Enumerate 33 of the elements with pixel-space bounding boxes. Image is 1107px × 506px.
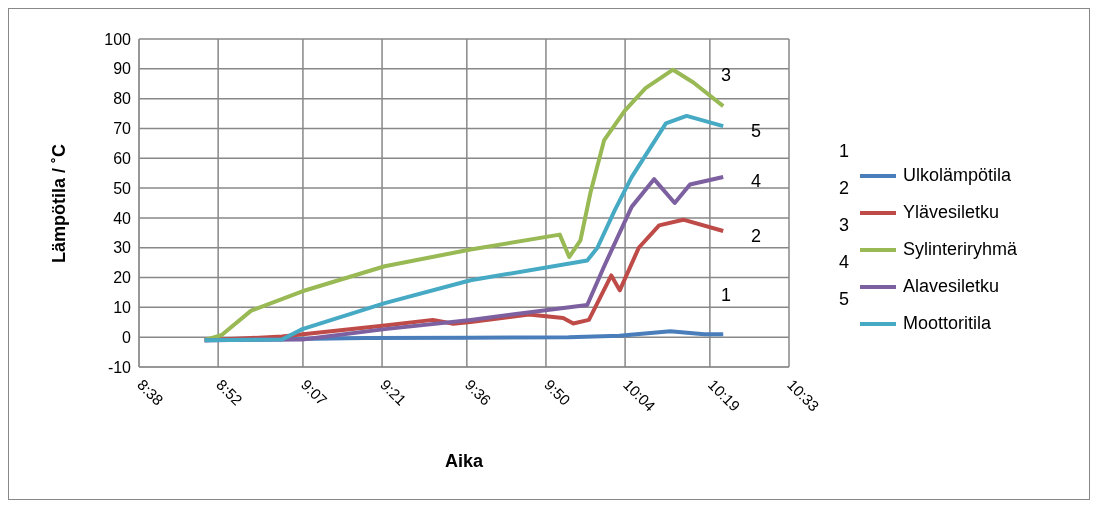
y-tick-label: 80 (113, 90, 132, 108)
legend-label: Sylinteriryhmä (903, 239, 1018, 260)
text: 2 (839, 177, 850, 200)
y-tick-label: 0 (122, 328, 132, 346)
y-tick-label: 90 (113, 60, 132, 78)
y-tick-label: 60 (113, 149, 132, 167)
text: 3 (839, 214, 850, 237)
y-tick-label: 30 (113, 239, 132, 257)
legend-label: Ulkolämpötila (903, 165, 1012, 186)
legend-label: Moottoritila (903, 313, 992, 334)
legend-label: Alavesiletku (903, 276, 1000, 297)
x-tick-label: 9:50 (541, 375, 574, 409)
annotation: 4 (751, 171, 762, 192)
y-tick-label: 50 (113, 179, 132, 197)
x-tick-label: 9:07 (298, 375, 331, 409)
y-tick-label: 10 (113, 299, 132, 317)
y-axis-title: Lämpötila / ˚C (49, 143, 70, 263)
legend-label: Ylävesiletku (903, 202, 1000, 223)
text: 4 (839, 251, 850, 274)
annotation: 3 (721, 65, 732, 86)
annotation: 1 (721, 285, 732, 306)
x-axis-title: Aika (444, 451, 484, 471)
y-tick-label: 70 (113, 120, 132, 138)
y-tick-label: -10 (107, 358, 132, 376)
annotation: 5 (751, 121, 762, 142)
x-tick-label: 9:36 (461, 375, 495, 409)
y-tick-label: 20 (113, 269, 132, 287)
x-tick-label: 8:38 (134, 375, 167, 409)
y-tick-label: 100 (104, 30, 132, 48)
text: 1 (839, 140, 850, 163)
annotation: 2 (751, 226, 762, 247)
text: 5 (839, 288, 850, 311)
y-tick-label: 40 (113, 209, 132, 227)
